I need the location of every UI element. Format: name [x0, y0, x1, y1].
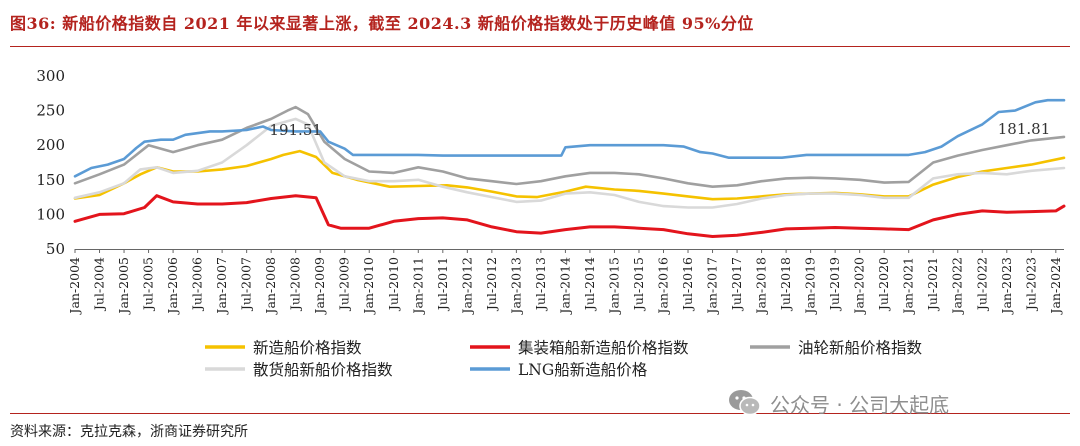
footer-divider: [10, 413, 1070, 414]
series-line: [73, 149, 1066, 201]
x-tick-label: Jul-2008: [288, 257, 303, 312]
x-tick-label: Jan-2006: [165, 257, 180, 316]
x-tick-label: Jan-2020: [852, 257, 867, 316]
x-tick-label: Jul-2022: [974, 257, 989, 312]
series-line: [73, 194, 1066, 238]
watermark-text: 公众号 · 公司大起底: [770, 392, 950, 417]
legend-label: 油轮新船价格指数: [798, 339, 923, 357]
x-tick-label: Jul-2011: [435, 257, 450, 312]
y-tick-label: 150: [36, 171, 65, 189]
x-tick-label: Jul-2020: [876, 257, 891, 312]
x-tick-label: Jul-2010: [386, 257, 401, 312]
x-tick-label: Jan-2016: [655, 257, 670, 316]
x-tick-label: Jan-2015: [606, 257, 621, 316]
x-tick-label: Jul-2017: [729, 257, 744, 312]
x-tick-label: Jul-2018: [778, 257, 793, 312]
x-tick-label: Jan-2004: [67, 257, 82, 316]
x-tick-label: Jul-2012: [484, 257, 499, 312]
x-tick-label: Jan-2012: [459, 257, 474, 316]
x-tick-label: Jan-2011: [410, 257, 425, 316]
x-tick-label: Jan-2008: [263, 257, 278, 316]
legend-label: LNG船新造船价格: [518, 361, 648, 379]
x-tick-label: Jan-2010: [361, 257, 376, 316]
series-line: [73, 98, 1066, 178]
x-tick-label: Jul-2019: [827, 257, 842, 312]
figure-title: 图36: 新船价格指数自 2021 年以来显著上涨，截至 2024.3 新船价格…: [10, 14, 754, 33]
y-tick-label: 250: [36, 102, 65, 120]
x-tick-label: Jan-2009: [312, 257, 327, 316]
title-divider: [10, 46, 1070, 47]
x-tick-label: Jul-2004: [92, 257, 107, 312]
x-tick-label: Jan-2022: [950, 257, 965, 316]
x-tick-label: Jan-2013: [508, 257, 523, 316]
x-tick-label: Jul-2023: [1023, 257, 1038, 312]
chart-annotations: 191.51 181.81: [269, 120, 1050, 139]
y-tick-label: 100: [36, 205, 65, 223]
x-tick-label: Jan-2021: [901, 257, 916, 316]
x-tick-label: Jan-2024: [1048, 257, 1063, 316]
x-tick-label: Jul-2009: [337, 257, 352, 312]
x-tick-label: Jul-2013: [533, 257, 548, 312]
x-tick-label: Jan-2014: [557, 257, 572, 316]
x-tick-label: Jan-2007: [214, 257, 229, 316]
x-tick-label: Jul-2005: [141, 257, 156, 312]
chart-axes: 50 100 150 200 250 300 Jan-2004 Jul-2004 Jan-200…: [36, 67, 1064, 316]
x-tick-label: Jan-2019: [803, 257, 818, 316]
series-line: [73, 117, 1066, 209]
x-tick-label: Jul-2007: [239, 257, 254, 312]
source-note: 资料来源：克拉克森，浙商证券研究所: [10, 424, 248, 440]
legend-label: 集装箱船新造船价格指数: [518, 339, 689, 357]
x-tick-label: Jan-2023: [999, 257, 1014, 316]
y-tick-label: 300: [36, 67, 65, 85]
series-line: [73, 105, 1066, 188]
x-tick-label: Jul-2015: [631, 257, 646, 312]
watermark: 公众号 · 公司大起底: [728, 386, 949, 420]
legend-label: 新造船价格指数: [253, 339, 362, 357]
x-tick-label: Jul-2021: [925, 257, 940, 312]
chart-series: [73, 98, 1066, 238]
x-tick-label: Jan-2017: [705, 257, 720, 316]
y-tick-label: 200: [36, 136, 65, 154]
x-tick-label: Jul-2014: [582, 257, 597, 312]
y-tick-label: 50: [46, 240, 65, 258]
x-tick-label: Jan-2018: [754, 257, 769, 316]
wechat-icon: [729, 390, 761, 416]
legend-label: 散货船新船价格指数: [253, 361, 393, 379]
x-tick-label: Jul-2016: [680, 257, 695, 312]
data-label: 181.81: [998, 120, 1051, 138]
x-tick-label: Jul-2006: [190, 257, 205, 312]
x-tick-label: Jan-2005: [116, 257, 131, 316]
data-label: 191.51: [269, 121, 322, 139]
